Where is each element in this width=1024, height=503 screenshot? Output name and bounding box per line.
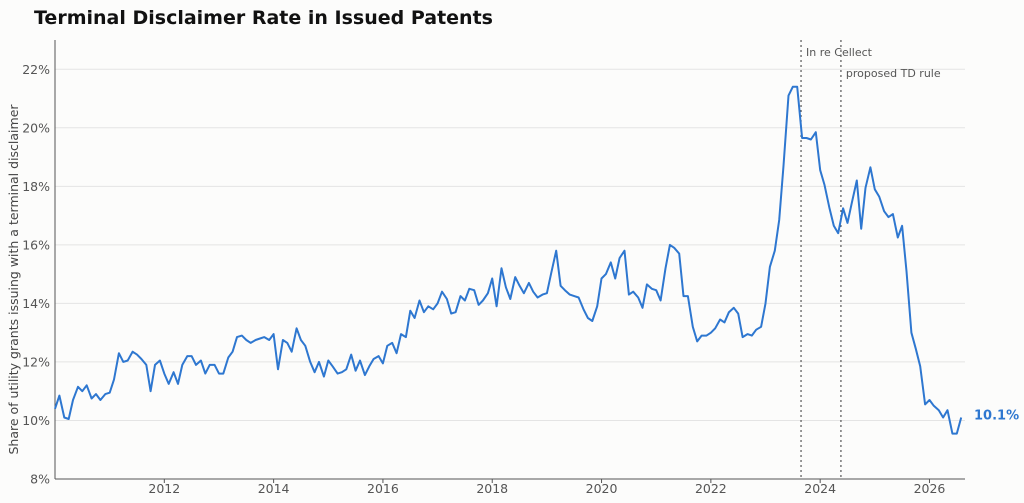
x-tick-label: 2012 xyxy=(148,481,180,496)
x-tick-label: 2016 xyxy=(367,481,399,496)
y-tick-label: 20% xyxy=(22,120,50,135)
event-label: In re Cellect xyxy=(806,46,873,59)
event-markers: In re Cellect proposed TD rule xyxy=(801,40,941,479)
y-axis-label: Share of utility grants issuing with a t… xyxy=(6,104,21,455)
event-label: proposed TD rule xyxy=(846,67,941,80)
x-tick-label: 2024 xyxy=(804,481,836,496)
y-tick-label: 8% xyxy=(30,472,50,487)
y-tick-label: 10% xyxy=(22,413,50,428)
y-tick-label: 12% xyxy=(22,354,50,369)
series-line xyxy=(55,87,961,434)
x-tick-label: 2018 xyxy=(476,481,508,496)
gridlines xyxy=(55,69,965,420)
end-value-label: 10.1% xyxy=(974,409,1019,424)
x-tick-label: 2020 xyxy=(586,481,618,496)
y-tick-labels: 8% 10% 12% 14% 16% 18% 20% 22% xyxy=(22,62,50,487)
x-tick-label: 2014 xyxy=(258,481,290,496)
x-tick-labels: 2012 2014 2016 2018 2020 2022 2024 2026 xyxy=(148,479,945,496)
y-tick-label: 14% xyxy=(22,296,50,311)
chart-title: Terminal Disclaimer Rate in Issued Paten… xyxy=(34,7,493,29)
y-tick-label: 22% xyxy=(22,62,50,77)
x-tick-label: 2026 xyxy=(914,481,946,496)
y-tick-label: 18% xyxy=(22,179,50,194)
axes xyxy=(55,40,965,479)
y-tick-label: 16% xyxy=(22,237,50,252)
x-tick-label: 2022 xyxy=(695,481,727,496)
